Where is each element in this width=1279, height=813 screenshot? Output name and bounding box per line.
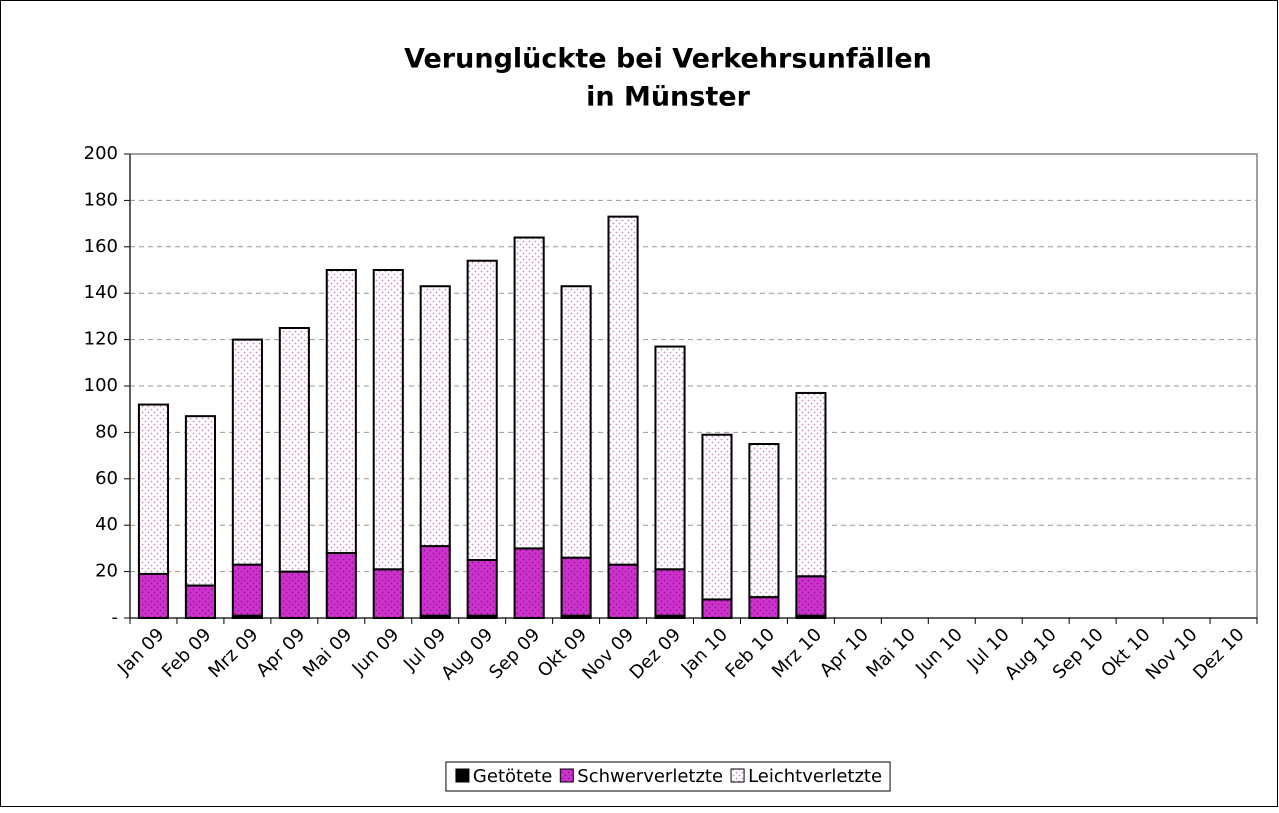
chart-title: in Münster — [586, 82, 750, 113]
chart-title: Verunglückte bei Verkehrsunfällen — [404, 44, 932, 75]
bar-segment — [795, 391, 827, 578]
y-tick-label: - — [112, 607, 119, 628]
bar-segment — [513, 236, 545, 550]
bar-segment — [466, 259, 498, 561]
bar-segment — [325, 552, 357, 619]
legend-box — [445, 761, 891, 792]
bar-segment — [184, 584, 216, 620]
y-tick-label: 40 — [95, 514, 118, 535]
bar-segment — [184, 415, 216, 587]
bar-segment — [607, 563, 639, 620]
bar-segment — [466, 559, 498, 617]
bar-segment — [795, 575, 827, 617]
y-tick-label: 100 — [84, 375, 118, 396]
bar-segment — [137, 403, 170, 575]
y-tick-label: 80 — [95, 421, 118, 442]
y-tick-label: 20 — [95, 561, 118, 582]
bar-segment — [419, 545, 451, 617]
y-tick-label: 140 — [84, 282, 118, 303]
y-tick-label: 180 — [84, 189, 118, 210]
legend-label: Schwerverletzte — [577, 766, 723, 787]
bar-segment — [372, 269, 404, 571]
bar-segment — [607, 215, 639, 566]
bar-segment — [137, 572, 170, 619]
y-tick-label: 160 — [84, 236, 118, 257]
bar-segment — [325, 269, 357, 555]
y-tick-label: 200 — [84, 143, 118, 164]
bar-segment — [748, 443, 780, 599]
legend-swatch — [559, 768, 574, 783]
y-tick-label: 60 — [95, 468, 118, 489]
bar-segment — [372, 568, 404, 620]
bar-segment — [560, 556, 592, 617]
bar-segment — [278, 570, 310, 619]
bar-segment — [701, 433, 733, 601]
bar-segment — [231, 563, 263, 617]
bar-segment — [654, 345, 686, 571]
bar-segment — [513, 547, 545, 620]
legend-swatch — [730, 768, 745, 783]
bar-segment — [560, 285, 592, 559]
bar-segment — [654, 568, 686, 617]
bar-segment — [748, 596, 780, 619]
legend-label: Getötete — [473, 766, 552, 787]
bar-segment — [278, 327, 310, 573]
bar-segment — [701, 598, 733, 620]
bar-segment — [231, 338, 263, 566]
bar-segment — [419, 285, 451, 548]
legend-label: Leichtverletzte — [748, 766, 882, 787]
y-tick-label: 120 — [84, 329, 118, 350]
legend-swatch — [455, 768, 470, 783]
